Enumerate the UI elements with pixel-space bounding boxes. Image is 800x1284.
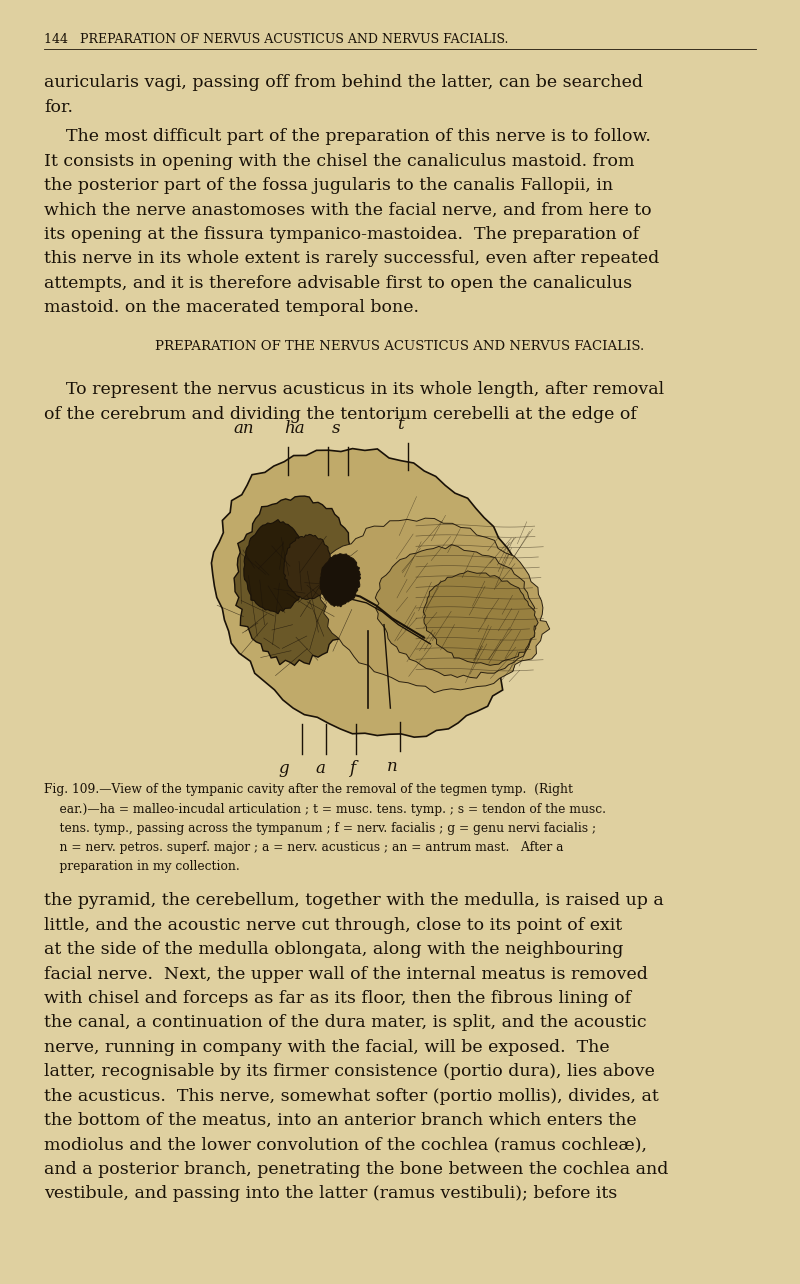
Polygon shape: [211, 448, 525, 737]
Text: little, and the acoustic nerve cut through, close to its point of exit: little, and the acoustic nerve cut throu…: [44, 917, 622, 933]
Polygon shape: [244, 520, 309, 614]
Text: attempts, and it is therefore advisable first to open the canaliculus: attempts, and it is therefore advisable …: [44, 275, 632, 291]
Text: which the nerve anastomoses with the facial nerve, and from here to: which the nerve anastomoses with the fac…: [44, 202, 652, 218]
Text: auricularis vagi, passing off from behind the latter, can be searched: auricularis vagi, passing off from behin…: [44, 74, 643, 91]
Text: a: a: [315, 760, 325, 777]
Polygon shape: [319, 519, 550, 692]
Text: facial nerve.  Next, the upper wall of the internal meatus is removed: facial nerve. Next, the upper wall of th…: [44, 966, 648, 982]
Text: ear.)—ha = malleo-incudal articulation ; t = musc. tens. tymp. ; s = tendon of t: ear.)—ha = malleo-incudal articulation ;…: [44, 802, 606, 815]
Text: the canal, a continuation of the dura mater, is split, and the acoustic: the canal, a continuation of the dura ma…: [44, 1014, 646, 1031]
Text: modiolus and the lower convolution of the cochlea (ramus cochleæ),: modiolus and the lower convolution of th…: [44, 1136, 647, 1153]
Text: t: t: [397, 416, 403, 433]
Text: nerve, running in company with the facial, will be exposed.  The: nerve, running in company with the facia…: [44, 1039, 610, 1055]
Text: the pyramid, the cerebellum, together with the medulla, is raised up a: the pyramid, the cerebellum, together wi…: [44, 892, 664, 909]
Text: with chisel and forceps as far as its floor, then the fibrous lining of: with chisel and forceps as far as its fl…: [44, 990, 631, 1007]
Text: g: g: [278, 760, 290, 777]
Text: preparation in my collection.: preparation in my collection.: [44, 860, 240, 873]
Text: the bottom of the meatus, into an anterior branch which enters the: the bottom of the meatus, into an anteri…: [44, 1112, 637, 1129]
Text: vestibule, and passing into the latter (ramus vestibuli); before its: vestibule, and passing into the latter (…: [44, 1185, 618, 1202]
Text: tens. tymp., passing across the tympanum ; f = nerv. facialis ; g = genu nervi f: tens. tymp., passing across the tympanum…: [44, 822, 596, 835]
Text: Fig. 109.—View of the tympanic cavity after the removal of the tegmen tymp.  (Ri: Fig. 109.—View of the tympanic cavity af…: [44, 783, 573, 796]
Text: at the side of the medulla oblongata, along with the neighbouring: at the side of the medulla oblongata, al…: [44, 941, 623, 958]
Text: PREPARATION OF THE NERVUS ACUSTICUS AND NERVUS FACIALIS.: PREPARATION OF THE NERVUS ACUSTICUS AND …: [155, 340, 645, 353]
Text: 144   PREPARATION OF NERVUS ACUSTICUS AND NERVUS FACIALIS.: 144 PREPARATION OF NERVUS ACUSTICUS AND …: [44, 33, 508, 46]
Polygon shape: [375, 544, 536, 678]
Text: s: s: [332, 420, 340, 437]
Text: of the cerebrum and dividing the tentorium cerebelli at the edge of: of the cerebrum and dividing the tentori…: [44, 406, 637, 422]
Text: n: n: [386, 758, 398, 774]
Text: an: an: [234, 420, 254, 437]
Polygon shape: [234, 496, 358, 665]
Text: The most difficult part of the preparation of this nerve is to follow.: The most difficult part of the preparati…: [44, 128, 651, 145]
Polygon shape: [284, 534, 332, 600]
Text: To represent the nervus acusticus in its whole length, after removal: To represent the nervus acusticus in its…: [44, 381, 664, 398]
Polygon shape: [320, 553, 361, 607]
Text: n = nerv. petros. superf. major ; a = nerv. acusticus ; an = antrum mast.   Afte: n = nerv. petros. superf. major ; a = ne…: [44, 841, 563, 854]
Text: the acusticus.  This nerve, somewhat softer (portio mollis), divides, at: the acusticus. This nerve, somewhat soft…: [44, 1088, 658, 1104]
Text: mastoid. on the macerated temporal bone.: mastoid. on the macerated temporal bone.: [44, 299, 419, 316]
Text: f: f: [349, 760, 355, 777]
Text: and a posterior branch, penetrating the bone between the cochlea and: and a posterior branch, penetrating the …: [44, 1161, 668, 1177]
Polygon shape: [423, 571, 538, 665]
Text: for.: for.: [44, 99, 73, 116]
Text: ha: ha: [284, 420, 305, 437]
Text: latter, recognisable by its firmer consistence (portio dura), lies above: latter, recognisable by its firmer consi…: [44, 1063, 655, 1080]
Text: its opening at the fissura tympanico-mastoidea.  The preparation of: its opening at the fissura tympanico-mas…: [44, 226, 639, 243]
Text: this nerve in its whole extent is rarely successful, even after repeated: this nerve in its whole extent is rarely…: [44, 250, 659, 267]
Text: It consists in opening with the chisel the canaliculus mastoid. from: It consists in opening with the chisel t…: [44, 153, 634, 169]
Text: the posterior part of the fossa jugularis to the canalis Fallopii, in: the posterior part of the fossa jugulari…: [44, 177, 613, 194]
